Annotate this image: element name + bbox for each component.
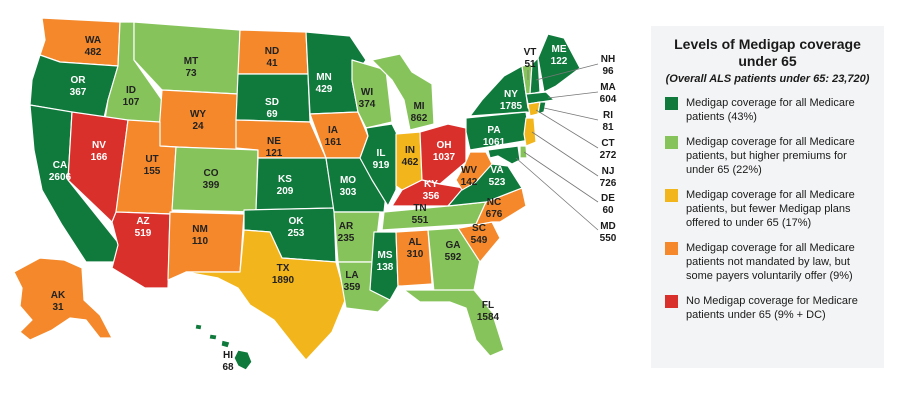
label-MA: MA 604 bbox=[600, 82, 617, 105]
label-LA: LA 359 bbox=[344, 270, 361, 293]
label-DE: DE 60 bbox=[601, 193, 615, 216]
legend-panel: Levels of Medigap coverage under 65 (Ove… bbox=[651, 26, 884, 368]
state-DE bbox=[519, 145, 528, 159]
legend-title: Levels of Medigap coverage under 65 bbox=[674, 36, 861, 69]
state-FL bbox=[403, 289, 505, 357]
state-NJ bbox=[523, 117, 537, 147]
legend-item-label: Medigap coverage for all Medicare patien… bbox=[686, 242, 855, 282]
state-WV bbox=[455, 151, 493, 191]
label-MT: MT 73 bbox=[184, 56, 198, 79]
leader-NH bbox=[535, 63, 599, 81]
legend-swatch-orange bbox=[665, 242, 678, 255]
label-VT: VT 51 bbox=[524, 47, 537, 70]
label-VA: VA 523 bbox=[489, 165, 506, 188]
label-IA: IA 161 bbox=[325, 125, 342, 148]
legend-item-voluntary: Medigap coverage for all Medicare patien… bbox=[661, 241, 874, 283]
label-PA: PA 1061 bbox=[483, 125, 506, 148]
state-HI-island-4 bbox=[194, 323, 203, 331]
label-CO: CO 399 bbox=[203, 168, 220, 191]
label-HI: HI 68 bbox=[222, 350, 234, 373]
label-AL: AL 310 bbox=[407, 237, 424, 260]
state-HI-island-3 bbox=[208, 333, 218, 341]
label-NE: NE 121 bbox=[266, 136, 283, 159]
state-MS bbox=[369, 231, 399, 301]
state-KS bbox=[255, 157, 335, 211]
label-FL: FL 1584 bbox=[477, 300, 500, 323]
label-NV: NV 166 bbox=[91, 140, 108, 163]
label-ID: ID 107 bbox=[123, 85, 140, 108]
legend-item-full: Medigap coverage for all Medicare patien… bbox=[661, 96, 874, 124]
legend-item-label: No Medigap coverage for Medicare patient… bbox=[686, 295, 858, 321]
legend-swatch-dark-green bbox=[665, 97, 678, 110]
leader-RI bbox=[543, 107, 599, 121]
label-NY: NY 1785 bbox=[500, 89, 523, 112]
state-MD bbox=[487, 145, 521, 165]
label-MO: MO 303 bbox=[340, 175, 357, 198]
state-HI-main bbox=[233, 349, 253, 371]
leader-DE bbox=[523, 151, 599, 203]
state-MO bbox=[325, 157, 387, 213]
state-MA bbox=[525, 91, 555, 105]
state-HI-island-2 bbox=[220, 339, 231, 349]
label-ND: ND 41 bbox=[265, 46, 279, 69]
label-NC: NC 676 bbox=[486, 197, 503, 220]
label-AK: AK 31 bbox=[51, 290, 66, 313]
legend-item-fewer-plans: Medigap coverage for all Medicare patien… bbox=[661, 188, 874, 230]
label-SC: SC 549 bbox=[471, 223, 488, 246]
legend-swatch-red bbox=[665, 295, 678, 308]
label-OR: OR 367 bbox=[70, 75, 87, 98]
label-CT: CT 272 bbox=[600, 138, 617, 161]
legend-item-none: No Medigap coverage for Medicare patient… bbox=[661, 294, 874, 322]
state-GA bbox=[427, 227, 481, 293]
label-RI: RI 81 bbox=[602, 110, 614, 133]
label-ME: ME 122 bbox=[551, 44, 568, 67]
label-WA: WA 482 bbox=[85, 35, 102, 58]
label-IN: IN 462 bbox=[402, 145, 419, 168]
label-MD: MD 550 bbox=[600, 221, 617, 244]
label-TX: TX 1890 bbox=[272, 263, 295, 286]
legend-item-label: Medigap coverage for all Medicare patien… bbox=[686, 189, 855, 229]
leader-CT bbox=[535, 109, 599, 149]
label-WY: WY 24 bbox=[190, 109, 206, 132]
legend-item-higher-premiums: Medigap coverage for all Medicare patien… bbox=[661, 135, 874, 177]
state-WY bbox=[157, 89, 239, 151]
label-UT: UT 155 bbox=[144, 154, 161, 177]
label-AR: AR 235 bbox=[338, 221, 355, 244]
state-IL bbox=[359, 123, 399, 207]
label-WV: WV 142 bbox=[461, 165, 478, 188]
label-CA: CA 2606 bbox=[49, 160, 72, 183]
state-AL bbox=[395, 229, 433, 287]
leader-NJ bbox=[531, 131, 599, 177]
label-NH: NH 96 bbox=[601, 54, 615, 77]
state-AK bbox=[13, 257, 113, 341]
legend-swatch-yellow bbox=[665, 189, 678, 202]
state-OR bbox=[29, 54, 119, 119]
label-MS: MS 138 bbox=[377, 250, 394, 273]
legend-item-label: Medigap coverage for all Medicare patien… bbox=[686, 136, 855, 176]
label-OH: OH 1037 bbox=[433, 140, 456, 163]
state-MI bbox=[371, 53, 435, 131]
label-MI: MI 862 bbox=[411, 101, 428, 124]
label-KY: KY 356 bbox=[423, 179, 440, 202]
label-NJ: NJ 726 bbox=[600, 166, 617, 189]
label-AZ: AZ 519 bbox=[135, 216, 152, 239]
legend-swatch-light-green bbox=[665, 136, 678, 149]
us-states-map: WA 482 OR 367 CA 2606 ID 107 NV 166 MT 73 WY 24… bbox=[13, 17, 617, 373]
label-NM: NM 110 bbox=[192, 224, 209, 247]
label-GA: GA 592 bbox=[445, 240, 462, 263]
label-MN: MN 429 bbox=[316, 72, 333, 95]
label-TN: TN 551 bbox=[412, 203, 429, 226]
state-RI bbox=[537, 101, 547, 115]
state-TX bbox=[185, 229, 347, 361]
legend-item-label: Medigap coverage for all Medicare patien… bbox=[686, 97, 855, 123]
leader-MD bbox=[515, 157, 599, 231]
label-WI: WI 374 bbox=[359, 87, 376, 110]
label-IL: IL 919 bbox=[373, 148, 390, 171]
label-OK: OK 253 bbox=[288, 216, 305, 239]
legend-subtitle: (Overall ALS patients under 65: 23,720) bbox=[665, 73, 870, 85]
label-SD: SD 69 bbox=[265, 97, 279, 120]
label-KS: KS 209 bbox=[277, 174, 294, 197]
leader-MA bbox=[547, 91, 599, 99]
